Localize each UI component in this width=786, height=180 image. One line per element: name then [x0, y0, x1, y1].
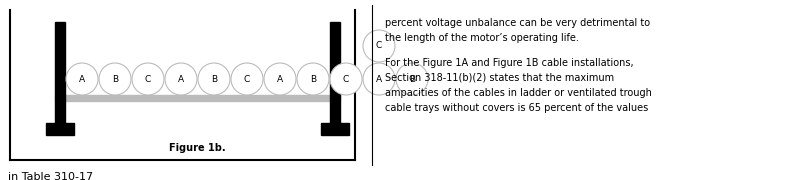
Text: A: A — [178, 75, 184, 84]
Circle shape — [363, 30, 395, 62]
Text: C: C — [343, 75, 349, 84]
Circle shape — [66, 63, 98, 95]
Text: Figure 1b.: Figure 1b. — [169, 143, 226, 153]
Text: B: B — [310, 75, 316, 84]
Text: For the Figure 1A and Figure 1B cable installations,: For the Figure 1A and Figure 1B cable in… — [385, 58, 634, 68]
Bar — [55, 22, 65, 123]
Text: A: A — [79, 75, 85, 84]
Text: in Table 310-17: in Table 310-17 — [8, 172, 93, 180]
Text: the length of the motor’s operating life.: the length of the motor’s operating life… — [385, 33, 578, 43]
Bar — [321, 123, 349, 135]
Text: C: C — [244, 75, 250, 84]
Circle shape — [132, 63, 164, 95]
Circle shape — [198, 63, 230, 95]
Text: percent voltage unbalance can be very detrimental to: percent voltage unbalance can be very de… — [385, 18, 650, 28]
Text: ampacities of the cables in ladder or ventilated trough: ampacities of the cables in ladder or ve… — [385, 88, 652, 98]
Circle shape — [330, 63, 362, 95]
Text: B: B — [409, 75, 415, 84]
Circle shape — [396, 63, 428, 95]
Circle shape — [231, 63, 263, 95]
Circle shape — [297, 63, 329, 95]
Circle shape — [99, 63, 131, 95]
Text: Section 318-11(b)(2) states that the maximum: Section 318-11(b)(2) states that the max… — [385, 73, 614, 83]
Text: C: C — [145, 75, 151, 84]
Circle shape — [165, 63, 197, 95]
Text: B: B — [211, 75, 217, 84]
Bar — [46, 123, 74, 135]
Bar — [55, 95, 340, 101]
Text: B: B — [112, 75, 118, 84]
Text: A: A — [277, 75, 283, 84]
Text: A: A — [376, 75, 382, 84]
Circle shape — [264, 63, 296, 95]
Text: C: C — [376, 42, 382, 51]
Bar — [330, 22, 340, 123]
Text: cable trays without covers is 65 percent of the values: cable trays without covers is 65 percent… — [385, 103, 648, 113]
Circle shape — [363, 63, 395, 95]
